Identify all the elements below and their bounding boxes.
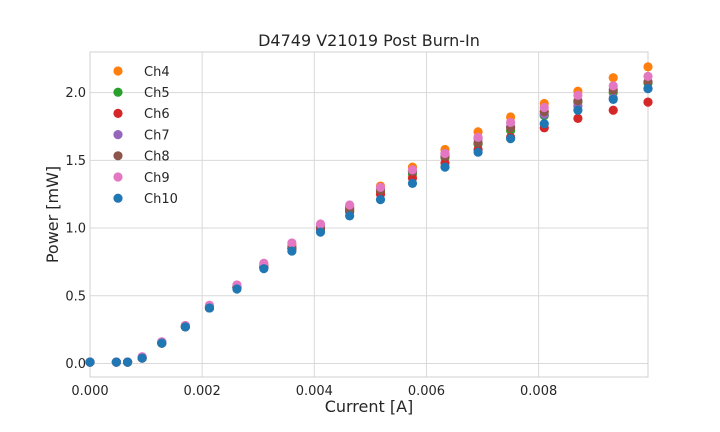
data-point xyxy=(440,148,450,159)
data-point xyxy=(608,81,618,91)
y-tick-label: 1.5 xyxy=(65,154,86,169)
legend-label: Ch7 xyxy=(144,128,170,143)
point-layer xyxy=(85,62,653,367)
data-point xyxy=(315,219,326,229)
data-point xyxy=(407,178,418,188)
data-point xyxy=(643,97,653,107)
series-ch6 xyxy=(85,97,653,367)
x-tick-label: 0.000 xyxy=(71,384,108,399)
data-point xyxy=(122,357,133,367)
data-point xyxy=(375,195,386,205)
data-point xyxy=(608,105,618,115)
y-tick-label: 0.0 xyxy=(65,357,86,372)
y-axis-label: Power [mW] xyxy=(43,166,62,263)
data-point xyxy=(506,134,516,144)
series-ch8 xyxy=(85,77,653,367)
series-ch5 xyxy=(85,78,653,367)
legend-marker xyxy=(113,66,123,76)
legend-marker xyxy=(113,193,123,203)
legend-label: Ch6 xyxy=(144,107,170,122)
legend-marker xyxy=(113,108,123,118)
legend-marker xyxy=(113,172,123,182)
x-tick-label: 0.004 xyxy=(296,384,333,399)
data-point xyxy=(539,119,549,129)
data-point xyxy=(232,284,242,294)
data-point xyxy=(506,117,516,128)
data-point xyxy=(643,62,653,72)
data-point xyxy=(287,238,297,248)
data-point xyxy=(440,162,450,172)
data-point xyxy=(539,102,549,113)
legend-label: Ch4 xyxy=(144,65,170,80)
data-point xyxy=(137,353,147,363)
x-tick-label: 0.006 xyxy=(408,384,445,399)
data-point xyxy=(473,147,483,157)
data-point xyxy=(157,338,167,348)
data-point xyxy=(375,182,386,193)
legend-label: Ch8 xyxy=(144,150,170,165)
y-tick-label: 2.0 xyxy=(65,86,86,101)
data-point xyxy=(473,132,483,142)
legend: Ch4 Ch5 Ch6 Ch7 Ch8 Ch9 Ch10 xyxy=(113,65,178,207)
data-point xyxy=(345,211,355,221)
data-point xyxy=(608,94,618,104)
data-point xyxy=(345,200,355,210)
legend-label: Ch5 xyxy=(144,86,170,101)
data-point xyxy=(608,73,618,83)
legend-marker xyxy=(113,130,123,140)
grid-layer xyxy=(89,52,648,377)
chart-title: D4749 V21019 Post Burn-In xyxy=(258,31,480,50)
legend-label: Ch9 xyxy=(144,171,170,186)
legend-label: Ch10 xyxy=(144,192,178,207)
data-point xyxy=(85,357,95,367)
y-tick-label: 0.5 xyxy=(65,289,86,304)
series-ch10 xyxy=(85,83,653,367)
legend-marker xyxy=(113,151,123,161)
series-ch7 xyxy=(85,83,653,367)
legend-marker xyxy=(113,87,123,97)
data-point xyxy=(204,303,215,313)
tick-layer: 0.000 0.002 0.004 0.006 0.008 0.0 0.5 1.0 1.5 2.0 xyxy=(65,86,557,399)
series-ch4 xyxy=(85,62,653,367)
data-point xyxy=(180,322,190,332)
x-tick-label: 0.002 xyxy=(184,384,221,399)
data-point xyxy=(643,83,653,94)
data-point xyxy=(407,165,418,175)
data-point xyxy=(573,105,583,115)
data-point xyxy=(643,71,653,81)
data-point xyxy=(287,246,297,256)
plot-frame xyxy=(89,51,649,378)
data-point xyxy=(111,357,121,367)
y-tick-label: 1.0 xyxy=(65,222,86,237)
data-point xyxy=(573,90,583,100)
data-point xyxy=(315,227,326,237)
data-point xyxy=(573,113,583,123)
data-point xyxy=(259,264,269,274)
x-tick-label: 0.008 xyxy=(520,384,557,399)
x-axis-label: Current [A] xyxy=(325,397,414,416)
series-ch9 xyxy=(85,71,653,367)
